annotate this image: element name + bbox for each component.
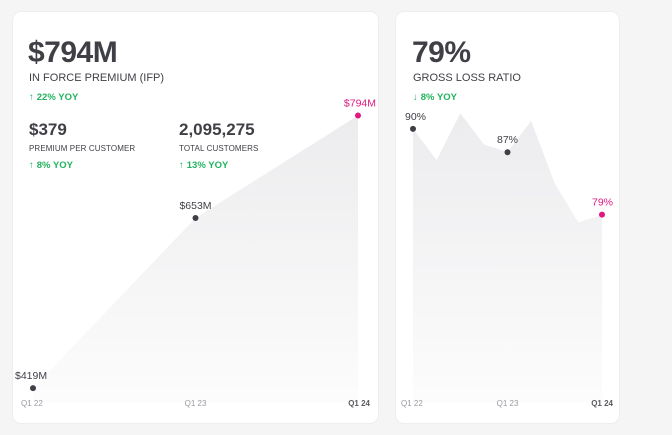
glr-card: 79% GROSS LOSS RATIO ↓ 8% YOY 90% 87% 79% Q1…	[396, 12, 619, 423]
ifp-yoy-badge: ↑ 22% YOY	[29, 92, 78, 103]
x-tick-0: Q1 22	[401, 399, 423, 408]
ifp-value: $794M	[28, 36, 118, 69]
premium-per-customer-yoy: ↑ 8% YOY	[29, 160, 73, 171]
ifp-card: $794M IN FORCE PREMIUM (IFP) ↑ 22% YOY $3…	[13, 12, 378, 423]
x-tick-2: Q1 24	[348, 399, 370, 408]
total-customers-yoy-text: 13% YOY	[186, 160, 229, 171]
total-customers-yoy: ↑ 13% YOY	[179, 160, 228, 171]
data-label-2: $794M	[344, 97, 376, 109]
ifp-yoy-text: 22% YOY	[36, 92, 79, 103]
data-label-0: $419M	[15, 370, 47, 382]
data-label-2: 79%	[592, 197, 613, 209]
arrow-up-icon: ↑	[179, 160, 184, 171]
glr-label: GROSS LOSS RATIO	[413, 72, 521, 84]
premium-per-customer-value: $379	[29, 120, 67, 139]
area-fill	[413, 113, 602, 402]
x-tick-2: Q1 24	[591, 399, 613, 408]
x-tick-1: Q1 23	[185, 399, 207, 408]
area-fill	[33, 115, 358, 402]
glr-area-chart: 90% 87% 79% Q1 22 Q1 23 Q1 24	[401, 111, 614, 408]
premium-per-customer-yoy-text: 8% YOY	[36, 160, 74, 171]
data-point-1	[192, 215, 199, 221]
x-tick-1: Q1 23	[497, 399, 519, 408]
data-point-1	[504, 149, 511, 156]
total-customers-value: 2,095,275	[179, 120, 255, 139]
arrow-down-icon: ↓	[413, 92, 418, 103]
glr-yoy-text: 8% YOY	[420, 92, 458, 103]
arrow-up-icon: ↑	[29, 160, 34, 171]
data-label-1: $653M	[179, 200, 211, 212]
ifp-area-chart: $419M $653M $794M Q1 22 Q1 23 Q1 24	[15, 97, 376, 408]
glr-yoy-badge: ↓ 8% YOY	[413, 92, 457, 103]
data-point-2	[355, 112, 361, 119]
data-label-1: 87%	[497, 134, 518, 146]
total-customers-label: TOTAL CUSTOMERS	[179, 144, 259, 153]
data-point-2	[599, 211, 605, 218]
x-tick-0: Q1 22	[21, 399, 43, 408]
ifp-label: IN FORCE PREMIUM (IFP)	[29, 72, 165, 84]
arrow-up-icon: ↑	[29, 92, 34, 103]
data-label-0: 90%	[405, 111, 426, 123]
data-point-0	[30, 385, 36, 392]
data-point-0	[410, 125, 416, 132]
premium-per-customer-label: PREMIUM PER CUSTOMER	[29, 144, 136, 153]
glr-value: 79%	[412, 36, 471, 69]
